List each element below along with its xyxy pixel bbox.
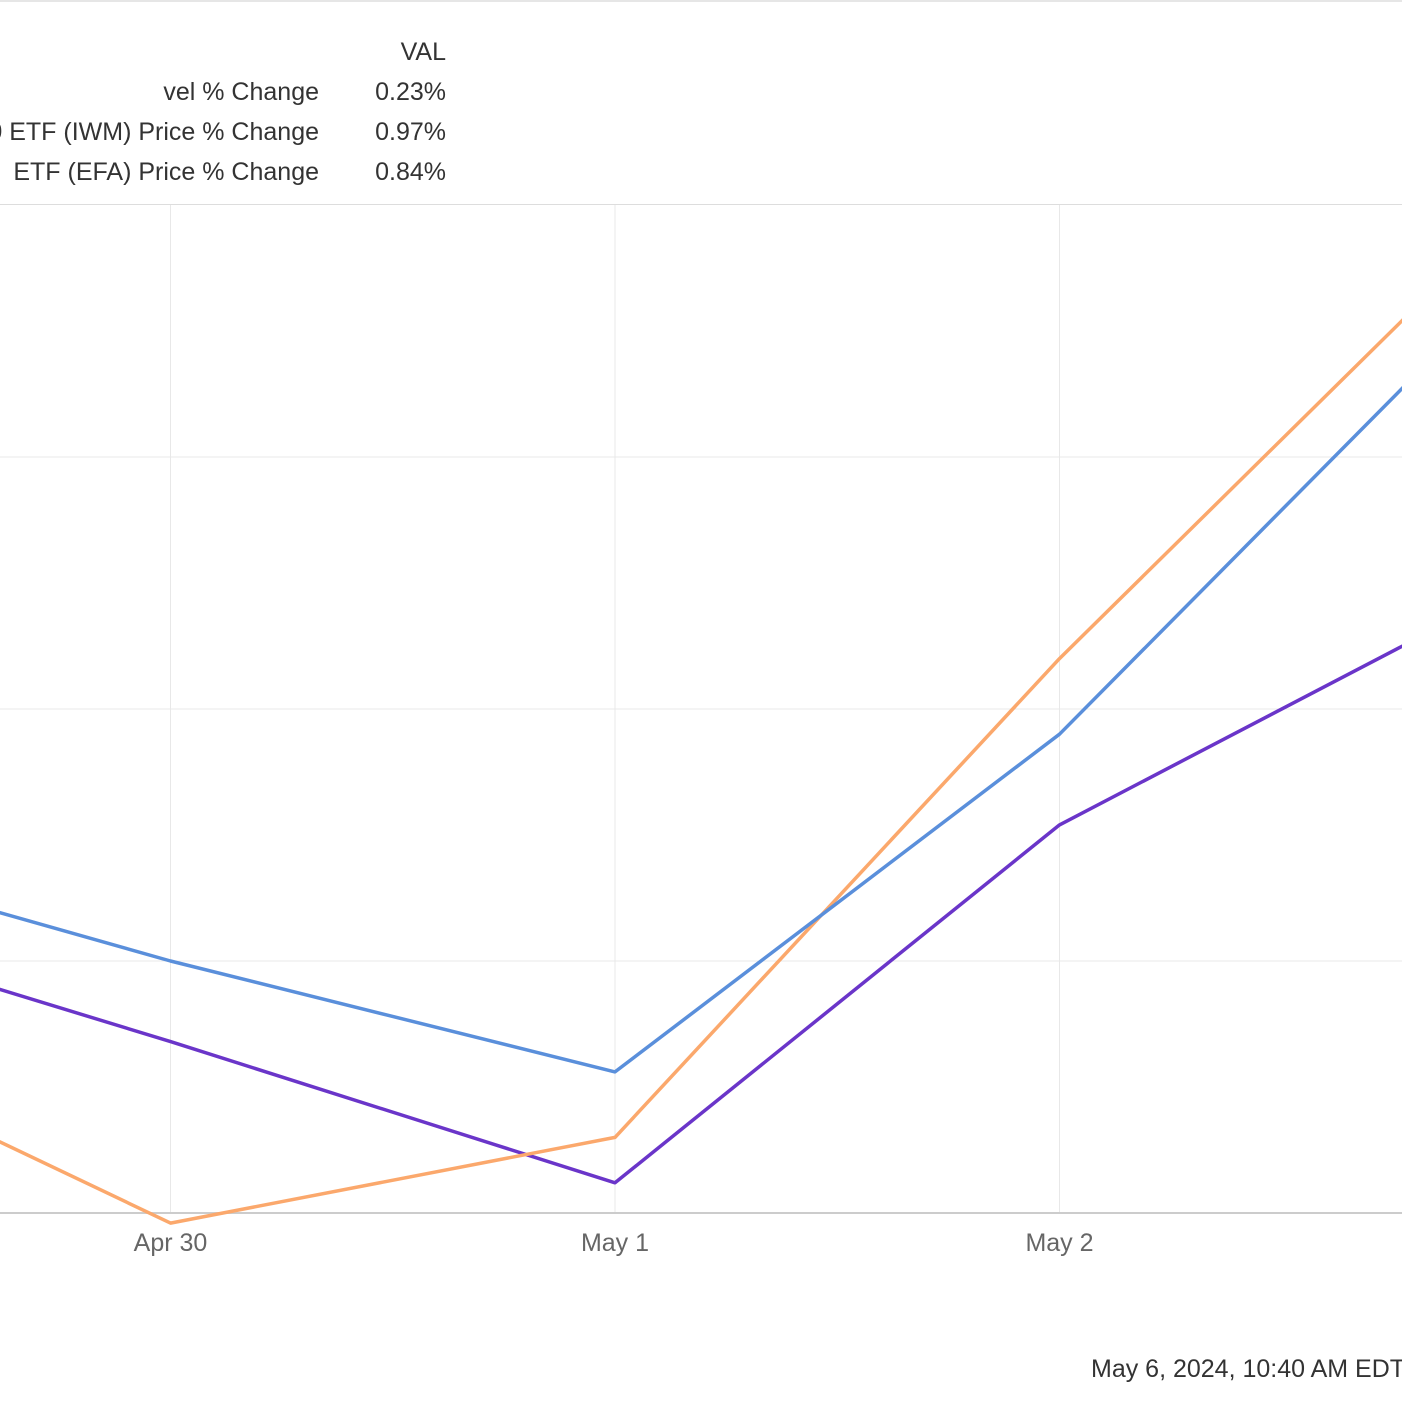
timestamp-note: May 6, 2024, 10:40 AM EDT Po [1091, 1355, 1402, 1383]
top-border [0, 0, 1402, 2]
series-line [0, 644, 1402, 1185]
legend-divider [0, 204, 1402, 205]
legend-series-name: ETF (EFA) Price % Change [13, 158, 319, 186]
x-tick-label: May 2 [1025, 1229, 1093, 1257]
legend-value-header: VAL [400, 38, 446, 66]
series-line [0, 386, 1402, 1074]
legend-series-value: 0.23% [375, 78, 446, 106]
legend-series-name: vel % Change [163, 78, 319, 106]
x-tick-label: Apr 30 [134, 1229, 208, 1257]
legend-series-value: 0.97% [375, 118, 446, 146]
legend-series-value: 0.84% [375, 158, 446, 186]
x-tick-label: May 1 [581, 1229, 649, 1257]
legend-series-name: 00 ETF (IWM) Price % Change [0, 118, 319, 146]
series-line [0, 318, 1402, 1225]
